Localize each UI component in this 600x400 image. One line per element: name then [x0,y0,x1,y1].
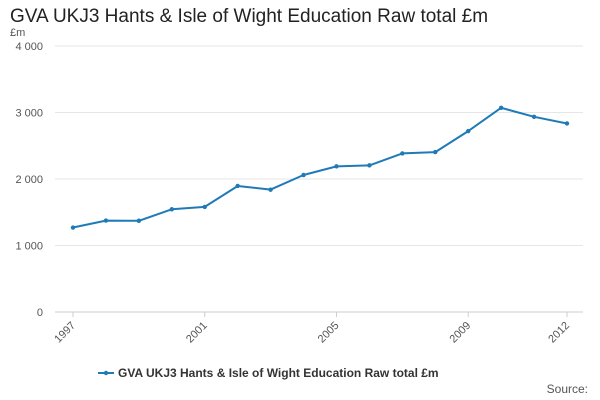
data-point [367,163,372,168]
data-point [301,172,306,178]
y-tick-label: 4 000 [15,41,43,53]
y-axis-label: £m [10,27,25,39]
x-axis: 1997 2001 2005 2009 2012 [52,312,572,345]
x-tick-label: 2009 [448,320,474,346]
data-point [235,183,240,189]
y-tick-label: 0 [37,307,43,319]
data-point [103,218,109,223]
x-tick-label: 2005 [316,320,342,346]
data-point [400,151,405,156]
data-point [564,121,570,126]
source-label: Source: [546,382,588,396]
y-axis-ticks: 0 1 000 2 000 3 000 4 000 [15,41,43,319]
y-tick-label: 1 000 [15,241,43,253]
data-point [268,187,273,192]
data-point [202,204,207,210]
data-point [70,225,76,230]
data-point [433,149,438,155]
legend[interactable]: GVA UKJ3 Hants & Isle of Wight Education… [98,366,439,380]
x-tick-label: 2001 [184,320,210,346]
x-tick-label: 1997 [52,320,78,346]
legend-marker-icon [103,370,109,376]
series-group [70,105,570,230]
data-point [466,128,471,134]
chart-title: GVA UKJ3 Hants & Isle of Wight Education… [10,6,489,27]
legend-item-label: GVA UKJ3 Hants & Isle of Wight Education… [118,366,439,380]
data-point [531,114,537,120]
y-tick-label: 2 000 [15,174,43,186]
gridlines [55,45,583,313]
series-line [72,106,568,229]
data-point [169,207,174,212]
x-tick-label: 2012 [546,320,572,346]
y-tick-label: 3 000 [15,108,43,120]
data-point [136,218,142,223]
data-point [498,105,504,111]
data-point [334,164,339,169]
